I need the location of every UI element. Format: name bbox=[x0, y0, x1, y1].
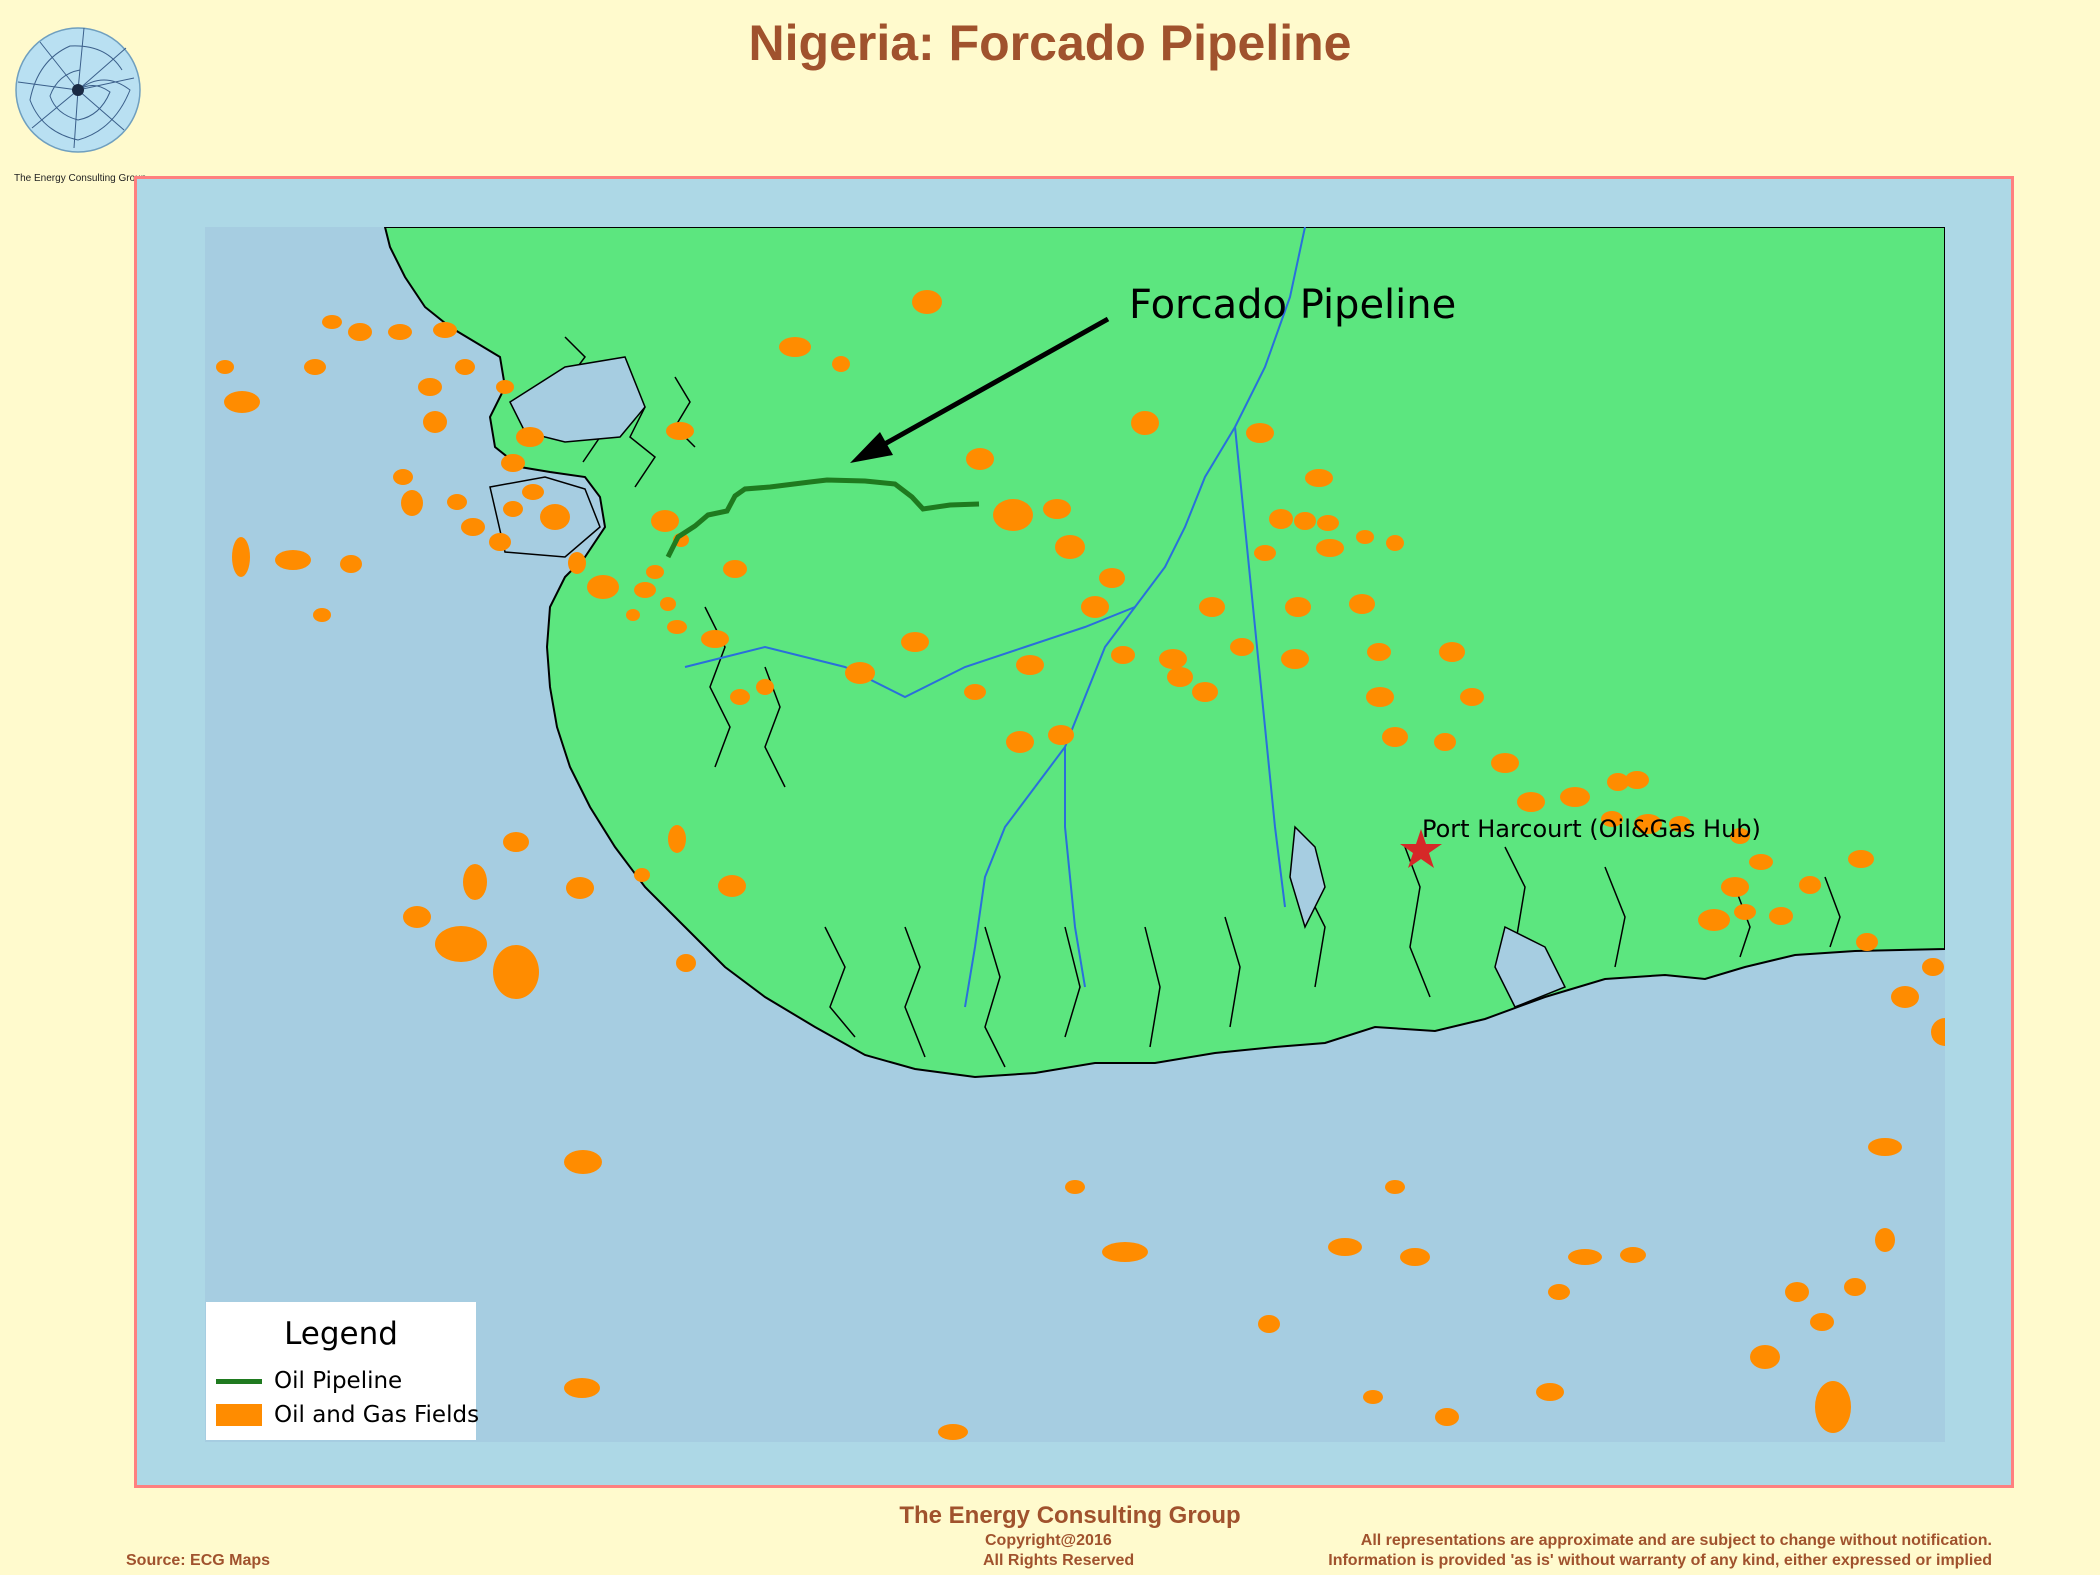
legend-label: Oil and Gas Fields bbox=[274, 1402, 480, 1428]
map-canvas bbox=[205, 227, 1945, 1442]
map-legend: Legend Oil Pipeline Oil and Gas Fields bbox=[206, 1302, 479, 1440]
footer-copyright: Copyright@2016 bbox=[985, 1532, 1112, 1549]
line-swatch-icon bbox=[216, 1378, 262, 1384]
annotation-arrow bbox=[850, 316, 1110, 463]
legend-title: Legend bbox=[284, 1316, 398, 1352]
footer-disclaimer-1: All representations are approximate and … bbox=[1360, 1532, 1992, 1549]
company-logo: The Energy Consulting Group bbox=[14, 20, 154, 190]
port-harcourt-label: Port Harcourt (Oil&Gas Hub) bbox=[1422, 815, 1761, 843]
page-title: Nigeria: Forcado Pipeline bbox=[748, 15, 1352, 71]
footer-source: Source: ECG Maps bbox=[126, 1552, 271, 1569]
fill-swatch-icon bbox=[216, 1404, 262, 1426]
forcado-pipeline-line bbox=[665, 477, 980, 559]
city-star-icon bbox=[1400, 829, 1442, 868]
legend-label: Oil Pipeline bbox=[274, 1368, 403, 1394]
footer-org: The Energy Consulting Group bbox=[899, 1502, 1241, 1529]
delta-channels bbox=[489, 356, 1567, 1008]
legend-item-pipeline: Oil Pipeline bbox=[216, 1366, 402, 1396]
footer-rights: All Rights Reserved bbox=[983, 1552, 1135, 1569]
legend-item-fields: Oil and Gas Fields bbox=[216, 1400, 479, 1430]
logo-caption: The Energy Consulting Group bbox=[14, 173, 147, 184]
rivers bbox=[684, 227, 1306, 1008]
footer-disclaimer-2: Information is provided 'as is' without … bbox=[1328, 1552, 1992, 1569]
oil-gas-fields bbox=[216, 290, 1945, 1440]
pipeline-annotation: Forcado Pipeline bbox=[1129, 282, 1457, 328]
spiral-logo-icon bbox=[15, 27, 141, 153]
